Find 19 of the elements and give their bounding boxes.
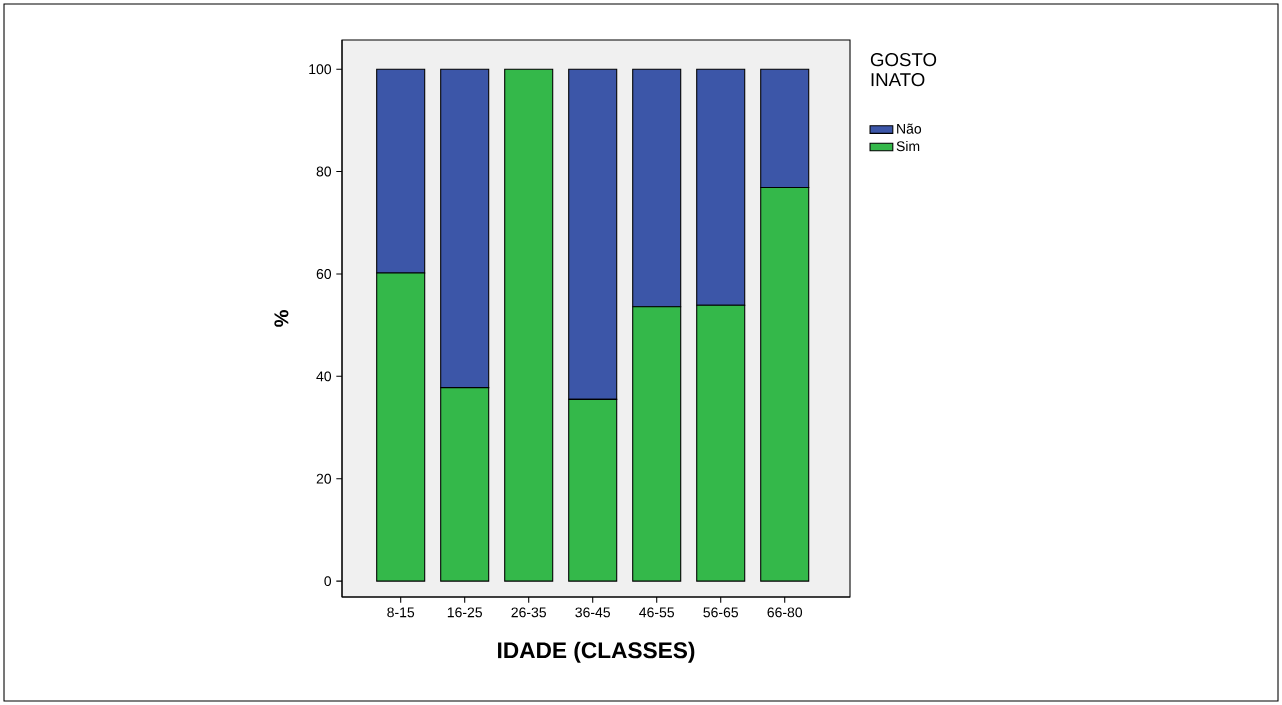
bar [504, 68, 554, 582]
x-tick-label: 36-45 [575, 607, 611, 618]
y-tick-label: 40 [316, 371, 332, 382]
x-tick-label: 8-15 [387, 607, 415, 618]
y-axis-title: % [274, 310, 289, 327]
y-tick-label: 0 [324, 576, 332, 587]
x-tick-label: 26-35 [511, 607, 547, 618]
x-tick-label: 66-80 [767, 607, 803, 618]
y-tick-label: 20 [316, 473, 332, 484]
x-tick-label: 16-25 [447, 607, 483, 618]
x-tick-label: 46-55 [639, 607, 675, 618]
y-tick-label: 60 [316, 269, 332, 279]
y-tick-label: 100 [309, 64, 332, 75]
legend-title: GOSTO INATO [870, 53, 937, 87]
legend-label: Sim [896, 140, 920, 152]
x-tick-label: 56-65 [703, 607, 739, 618]
legend-label: Não [897, 123, 922, 134]
y-tick-label: 80 [316, 166, 332, 177]
x-axis-title: IDADE (CLASSES) [498, 641, 695, 663]
